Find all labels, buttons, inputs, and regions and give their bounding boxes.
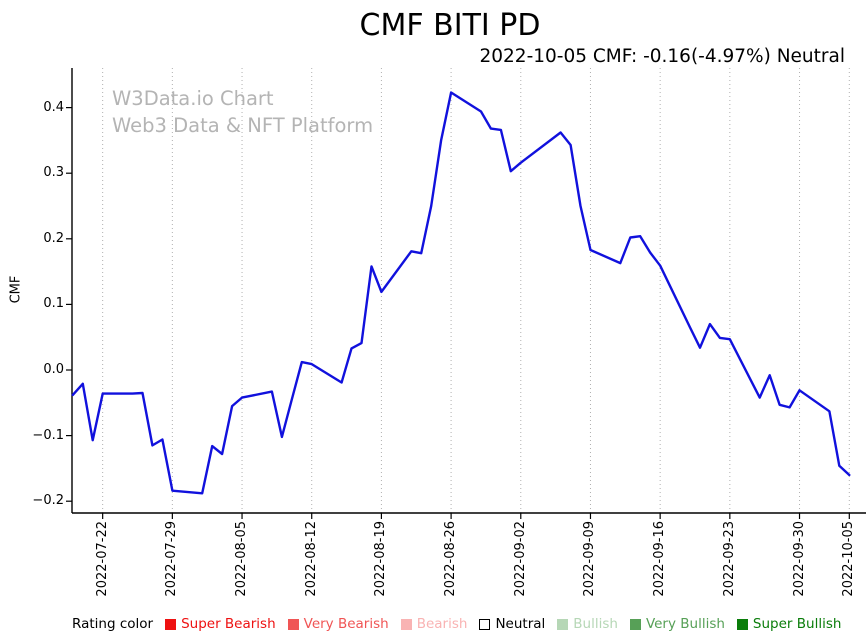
y-tick-label: 0.3 bbox=[43, 165, 64, 181]
x-tick-label: 2022-08-19 bbox=[373, 521, 389, 597]
legend-item-bullish: Bullish bbox=[557, 616, 618, 632]
legend-items: Super Bearish Very Bearish Bearish Neutral B… bbox=[165, 616, 853, 632]
y-tick-label: −0.2 bbox=[32, 493, 64, 509]
x-tick-label: 2022-09-16 bbox=[652, 521, 668, 597]
legend-swatch-icon bbox=[287, 618, 299, 630]
legend-swatch-icon bbox=[736, 618, 748, 630]
y-tick-label: 0.4 bbox=[43, 99, 64, 115]
x-tick-label: 2022-08-12 bbox=[303, 521, 319, 597]
legend-caption: Rating color bbox=[72, 616, 154, 632]
chart-subtitle: 2022-10-05 CMF: -0.16(-4.97%) Neutral bbox=[479, 46, 845, 67]
x-tick-label: 2022-10-05 bbox=[841, 521, 857, 597]
legend-item-label: Super Bullish bbox=[752, 616, 842, 632]
rating-legend: Rating color Super Bearish Very Bearish Be… bbox=[72, 616, 853, 632]
watermark: W3Data.io Chart Web3 Data & NFT Platform bbox=[112, 85, 373, 139]
legend-swatch-icon bbox=[479, 618, 491, 630]
y-tick-label: 0.2 bbox=[43, 230, 64, 246]
legend-item-super-bearish: Super Bearish bbox=[165, 616, 276, 632]
legend-item-very-bearish: Very Bearish bbox=[287, 616, 389, 632]
legend-item-label: Bearish bbox=[416, 616, 468, 632]
watermark-line1: W3Data.io Chart bbox=[112, 87, 274, 110]
x-tick-label: 2022-07-29 bbox=[164, 521, 180, 597]
legend-item-label: Neutral bbox=[495, 616, 546, 632]
legend-swatch-icon bbox=[557, 618, 569, 630]
legend-item-super-bullish: Super Bullish bbox=[736, 616, 842, 632]
x-tick-label: 2022-09-02 bbox=[512, 521, 528, 597]
legend-swatch-icon bbox=[629, 618, 641, 630]
legend-item-label: Very Bearish bbox=[303, 616, 389, 632]
y-axis-label: CMF bbox=[8, 275, 24, 304]
x-tick-label: 2022-07-22 bbox=[94, 521, 110, 597]
legend-item-label: Very Bullish bbox=[645, 616, 725, 632]
legend-item-bearish: Bearish bbox=[400, 616, 468, 632]
chart-title: CMF BITI PD bbox=[359, 8, 541, 43]
legend-item-label: Bullish bbox=[573, 616, 618, 632]
legend-swatch-icon bbox=[400, 618, 412, 630]
x-tick-label: 2022-09-30 bbox=[791, 521, 807, 597]
legend-item-label: Super Bearish bbox=[181, 616, 276, 632]
legend-swatch-icon bbox=[165, 618, 177, 630]
y-tick-label: 0.1 bbox=[43, 296, 64, 312]
cmf-line bbox=[71, 91, 851, 495]
x-tick-label: 2022-08-26 bbox=[443, 521, 459, 597]
x-tick-label: 2022-09-23 bbox=[721, 521, 737, 597]
watermark-line2: Web3 Data & NFT Platform bbox=[112, 114, 374, 137]
x-tick-label: 2022-09-09 bbox=[582, 521, 598, 597]
y-tick-label: −0.1 bbox=[32, 427, 64, 443]
x-tick-label: 2022-08-05 bbox=[234, 521, 250, 597]
legend-item-neutral: Neutral bbox=[479, 616, 545, 632]
legend-item-very-bullish: Very Bullish bbox=[629, 616, 725, 632]
y-tick-label: 0.0 bbox=[43, 362, 64, 377]
